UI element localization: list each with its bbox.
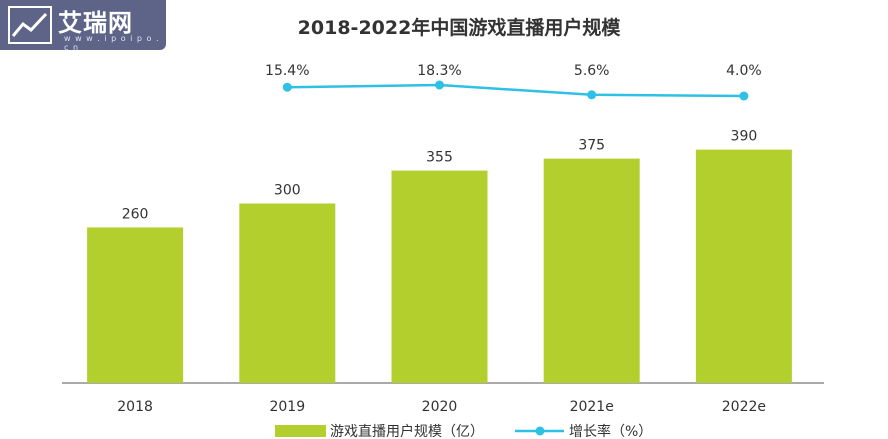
line-chart-icon: [8, 6, 52, 44]
growth-label-2022e: 4.0%: [726, 63, 762, 79]
watermark-brand: 艾瑞网: [58, 9, 133, 37]
bar-2020: [391, 170, 488, 383]
bar-2018: [87, 227, 184, 383]
bar-value-label-2019: 300: [274, 182, 301, 198]
bar-2021e: [543, 158, 640, 383]
bar-value-label-2021e: 375: [578, 138, 605, 154]
growth-point-2021e: [587, 90, 597, 100]
bar-value-label-2018: 260: [122, 206, 149, 222]
legend-swatch-bar: [275, 425, 326, 437]
growth-label-2020: 18.3%: [417, 63, 461, 79]
bar-value-label-2020: 355: [426, 150, 453, 166]
x-tick-2022e: 2022e: [722, 399, 766, 415]
legend-label-bar: 游戏直播用户规模（亿）: [330, 423, 484, 439]
x-tick-2018: 2018: [117, 399, 153, 415]
growth-label-2019: 15.4%: [265, 63, 309, 79]
growth-label-2021e: 5.6%: [574, 63, 610, 79]
growth-point-2022e: [739, 91, 749, 101]
legend-swatch-line-marker: [535, 426, 545, 436]
legend-label-line: 增长率（%）: [569, 423, 652, 439]
growth-line-path: [287, 83, 744, 98]
bar-value-label-2022e: 390: [731, 129, 758, 145]
watermark-logo: 艾瑞网 w w w . i p o i p o . c n: [0, 0, 166, 52]
x-tick-2019: 2019: [269, 399, 305, 415]
x-tick-2020: 2020: [422, 399, 458, 415]
bar-2019: [239, 203, 336, 383]
watermark-site: w w w . i p o i p o . c n: [64, 34, 160, 52]
growth-point-2020: [435, 80, 444, 90]
bar-2022e: [695, 149, 792, 383]
chart-title: 2018-2022年中国游戏直播用户规模: [298, 16, 622, 39]
growth-point-2019: [282, 82, 292, 92]
x-tick-2021e: 2021e: [570, 399, 614, 415]
